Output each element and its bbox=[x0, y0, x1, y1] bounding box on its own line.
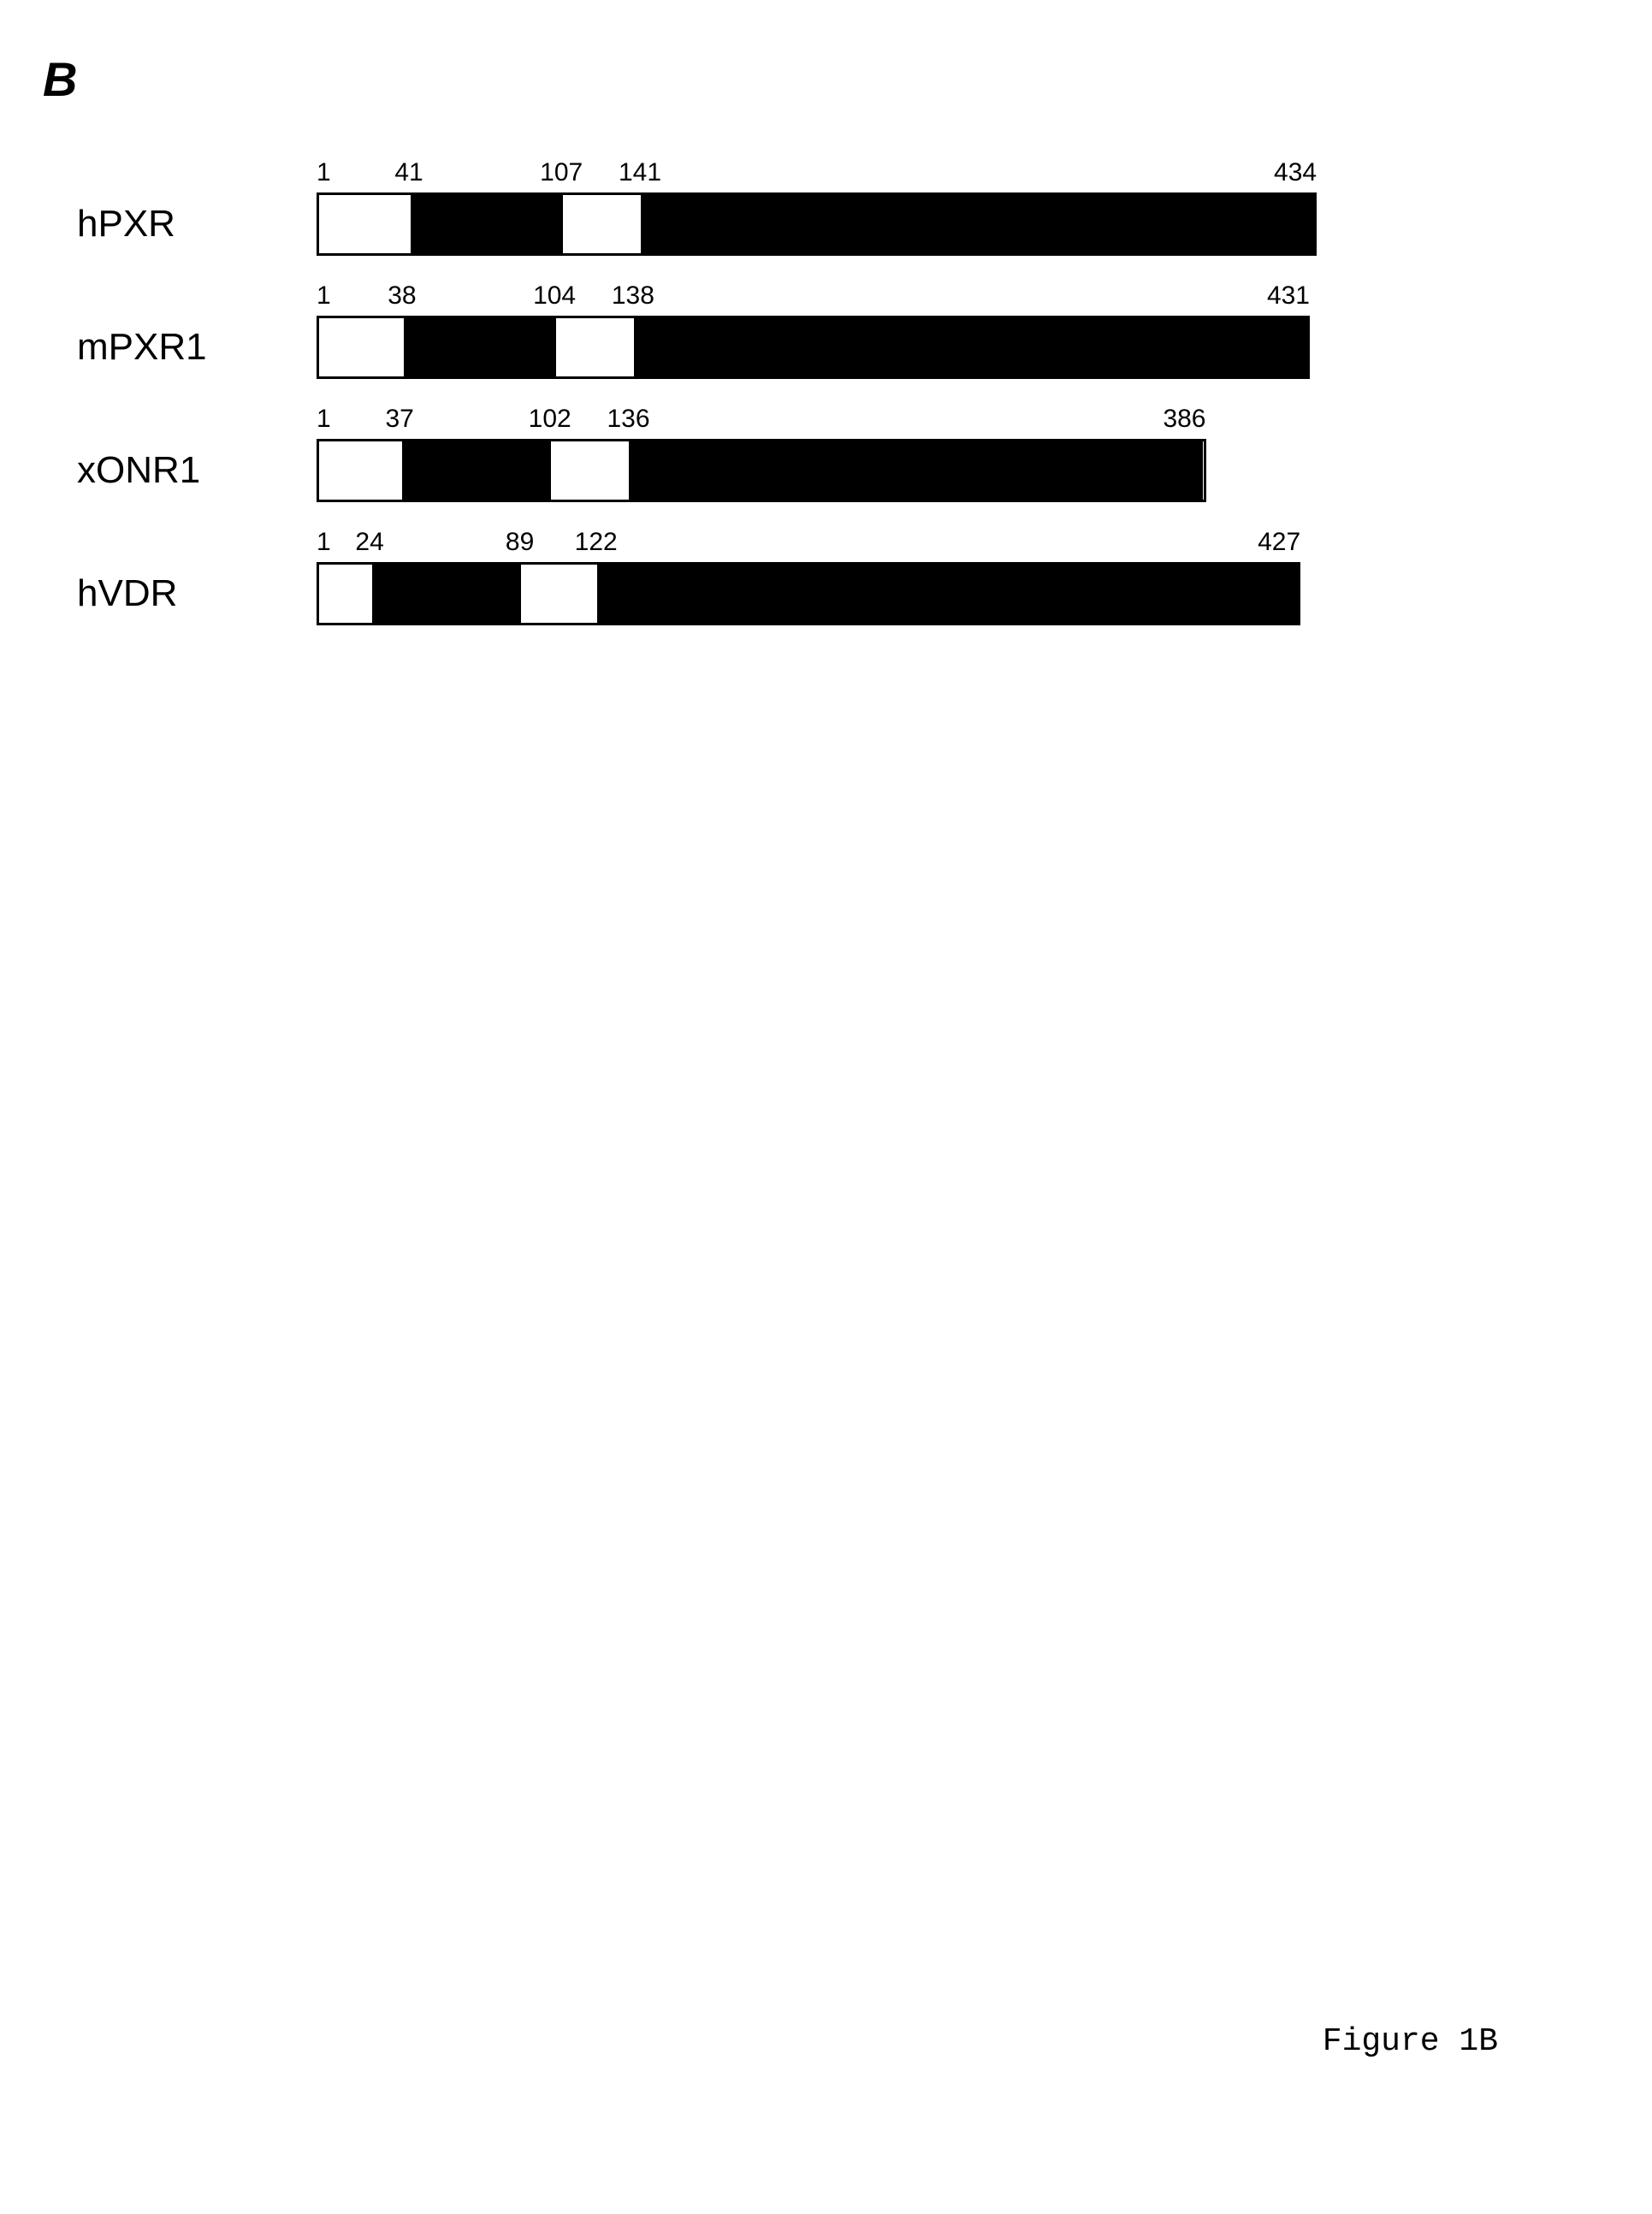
domain-segment bbox=[411, 195, 562, 253]
protein-label: mPXR1 bbox=[77, 326, 317, 369]
position-label: 138 bbox=[612, 281, 654, 311]
domain-segment bbox=[372, 565, 522, 623]
position-label: 1 bbox=[317, 281, 331, 311]
position-label: 136 bbox=[607, 405, 649, 434]
position-label: 89 bbox=[506, 528, 534, 557]
domain-bar bbox=[317, 316, 1310, 379]
position-label: 1 bbox=[317, 405, 331, 434]
position-label: 1 bbox=[317, 528, 331, 557]
domain-segment bbox=[629, 441, 1203, 500]
domain-bar bbox=[317, 192, 1317, 256]
position-label: 122 bbox=[575, 528, 618, 557]
position-label: 41 bbox=[394, 158, 423, 187]
domain-segment bbox=[319, 195, 411, 253]
domain-segment bbox=[634, 318, 1307, 376]
protein-row: hVDR12489122427 bbox=[77, 562, 1609, 625]
domain-segment bbox=[319, 565, 372, 623]
position-label: 427 bbox=[1258, 528, 1300, 557]
domain-segment bbox=[551, 441, 629, 500]
domain-segment bbox=[521, 565, 597, 623]
position-label: 431 bbox=[1267, 281, 1310, 311]
domain-segment bbox=[641, 195, 1314, 253]
domain-diagram: hPXR141107141434mPXR1138104138431xONR113… bbox=[77, 192, 1609, 625]
domain-bar bbox=[317, 439, 1206, 502]
position-label: 38 bbox=[388, 281, 416, 311]
domain-segment bbox=[404, 318, 555, 376]
domain-bar-wrap: 141107141434 bbox=[317, 192, 1317, 256]
domain-bar-wrap: 138104138431 bbox=[317, 316, 1310, 379]
domain-segment bbox=[402, 441, 551, 500]
domain-segment bbox=[563, 195, 641, 253]
position-label: 1 bbox=[317, 158, 331, 187]
protein-row: hPXR141107141434 bbox=[77, 192, 1609, 256]
protein-row: xONR1137102136386 bbox=[77, 439, 1609, 502]
position-label: 24 bbox=[355, 528, 383, 557]
domain-segment bbox=[597, 565, 1298, 623]
protein-label: hPXR bbox=[77, 203, 317, 246]
domain-segment bbox=[319, 318, 404, 376]
position-label: 386 bbox=[1163, 405, 1205, 434]
position-label: 37 bbox=[386, 405, 414, 434]
position-label: 102 bbox=[529, 405, 571, 434]
panel-label: B bbox=[43, 51, 1609, 107]
position-label: 104 bbox=[533, 281, 576, 311]
protein-label: xONR1 bbox=[77, 449, 317, 492]
figure-caption: Figure 1B bbox=[1323, 2023, 1498, 2060]
protein-row: mPXR1138104138431 bbox=[77, 316, 1609, 379]
domain-segment bbox=[319, 441, 402, 500]
domain-bar bbox=[317, 562, 1300, 625]
domain-segment bbox=[556, 318, 634, 376]
domain-bar-wrap: 137102136386 bbox=[317, 439, 1206, 502]
position-label: 141 bbox=[619, 158, 661, 187]
position-label: 434 bbox=[1274, 158, 1317, 187]
protein-label: hVDR bbox=[77, 572, 317, 615]
position-label: 107 bbox=[540, 158, 583, 187]
domain-bar-wrap: 12489122427 bbox=[317, 562, 1300, 625]
